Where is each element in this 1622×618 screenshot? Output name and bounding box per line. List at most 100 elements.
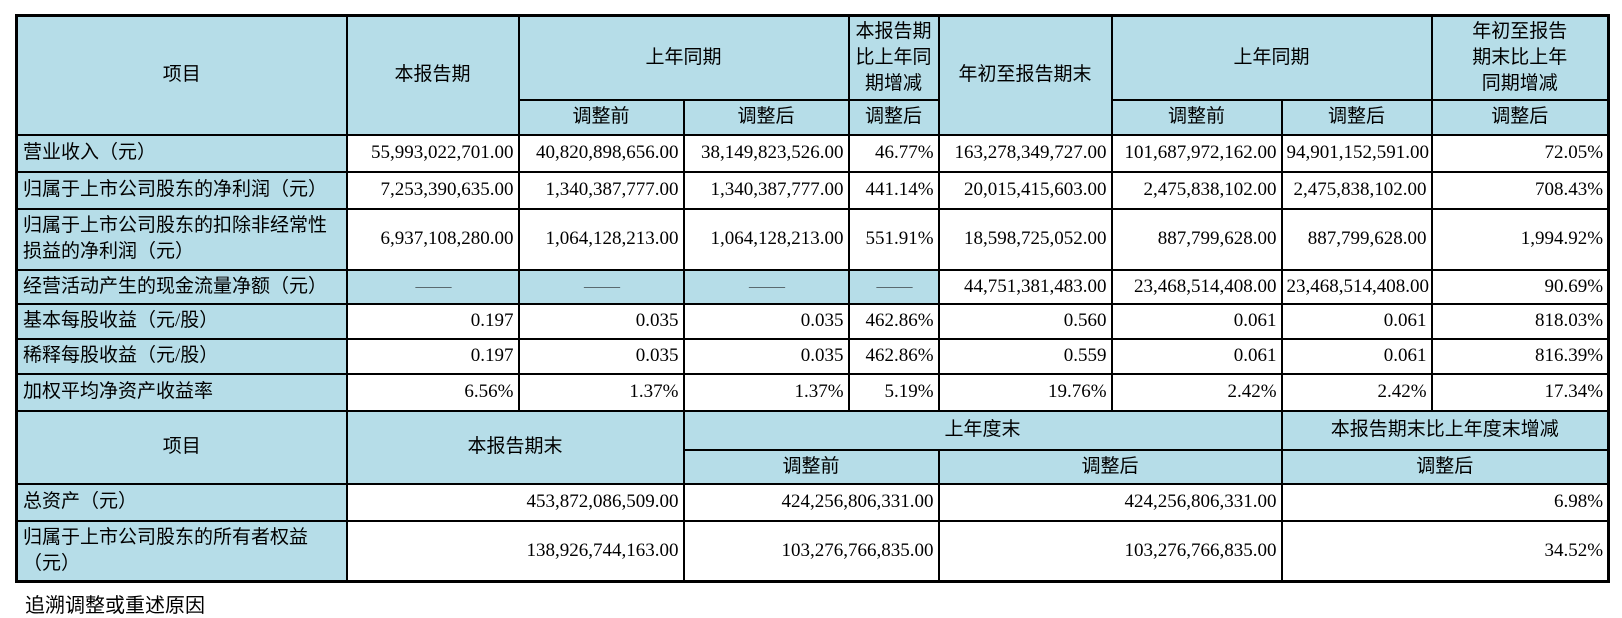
table-cell: 0.197 xyxy=(345,302,520,340)
row-label: 归属于上市公司股东的扣除非经常性损益的净利润（元） xyxy=(15,207,348,271)
table-cell: 72.05% xyxy=(1430,133,1610,173)
table-row-basic-eps: 基本每股收益（元/股） 0.197 0.035 0.035 462.86% 0.… xyxy=(15,302,1610,340)
table-cell: 23,468,514,408.00 xyxy=(1110,268,1283,305)
table-cell-dash: —— xyxy=(847,268,940,305)
table-cell: 1,064,128,213.00 xyxy=(682,207,850,271)
table-cell: 1,994.92% xyxy=(1430,207,1610,271)
table-cell: 20,015,415,603.00 xyxy=(937,170,1113,210)
table-cell: 18,598,725,052.00 xyxy=(937,207,1113,271)
table-cell: 424,256,806,331.00 xyxy=(682,482,940,522)
header-ytd-vs-prior: 年初至报告 期末比上年 同期增减 xyxy=(1430,14,1610,101)
table-cell: 0.061 xyxy=(1110,302,1283,340)
table-cell: 453,872,086,509.00 xyxy=(345,482,685,522)
subheader-post-adjust: 调整后 xyxy=(847,98,940,136)
table-row-total-assets: 总资产（元） 453,872,086,509.00 424,256,806,33… xyxy=(15,482,1610,522)
header-ytd: 年初至报告期末 xyxy=(937,14,1113,136)
table-cell: 2,475,838,102.00 xyxy=(1110,170,1283,210)
table-cell: 7,253,390,635.00 xyxy=(345,170,520,210)
row-label: 归属于上市公司股东的净利润（元） xyxy=(15,170,348,210)
table-cell: 1.37% xyxy=(517,372,685,412)
subheader-post-adjust: 调整后 xyxy=(1280,98,1433,136)
header2-period-end: 本报告期末 xyxy=(345,409,685,485)
table-row-revenue: 营业收入（元） 55,993,022,701.00 40,820,898,656… xyxy=(15,133,1610,173)
table-cell: 1.37% xyxy=(682,372,850,412)
table-cell: 23,468,514,408.00 xyxy=(1280,268,1433,305)
subheader-post-adjust: 调整后 xyxy=(682,98,850,136)
table-cell: 462.86% xyxy=(847,302,940,340)
subheader-pre-adjust: 调整前 xyxy=(682,448,940,485)
table-cell: 887,799,628.00 xyxy=(1280,207,1433,271)
table-cell: 2.42% xyxy=(1110,372,1283,412)
table-cell: 0.061 xyxy=(1280,337,1433,375)
row-label: 加权平均净资产收益率 xyxy=(15,372,348,412)
table-cell: 0.035 xyxy=(517,302,685,340)
table-cell-dash: —— xyxy=(345,268,520,305)
table-cell: 46.77% xyxy=(847,133,940,173)
header2-end-vs-prior: 本报告期末比上年度末增减 xyxy=(1280,409,1610,451)
table-cell: 1,340,387,777.00 xyxy=(517,170,685,210)
table-cell: 34.52% xyxy=(1280,519,1610,583)
table-cell: 0.197 xyxy=(345,337,520,375)
table-cell: 40,820,898,656.00 xyxy=(517,133,685,173)
table-row-diluted-eps: 稀释每股收益（元/股） 0.197 0.035 0.035 462.86% 0.… xyxy=(15,337,1610,375)
table-cell: 462.86% xyxy=(847,337,940,375)
subheader-pre-adjust: 调整前 xyxy=(1110,98,1283,136)
table2-subheader-row: 调整前 调整后 调整后 xyxy=(17,448,1610,485)
table-cell: 441.14% xyxy=(847,170,940,210)
table-cell: 0.560 xyxy=(937,302,1113,340)
row-label: 基本每股收益（元/股） xyxy=(15,302,348,340)
table-cell: 6.98% xyxy=(1280,482,1610,522)
table-cell: 6.56% xyxy=(345,372,520,412)
footer-note: 追溯调整或重述原因 xyxy=(25,595,205,617)
table-cell: 101,687,972,162.00 xyxy=(1110,133,1283,173)
table-cell: 1,340,387,777.00 xyxy=(682,170,850,210)
row-label: 总资产（元） xyxy=(15,482,348,522)
financial-summary-table: 项目 本报告期 上年同期 本报告期 比上年同 期增减 年初至报告期末 上年同期 … xyxy=(15,14,1611,583)
table-cell: 55,993,022,701.00 xyxy=(345,133,520,173)
header-current-period: 本报告期 xyxy=(345,14,520,136)
header2-item: 项目 xyxy=(15,409,348,485)
table-cell: 163,278,349,727.00 xyxy=(937,133,1113,173)
row-label: 稀释每股收益（元/股） xyxy=(15,337,348,375)
table-row-owners-equity: 归属于上市公司股东的所有者权益（元） 138,926,744,163.00 10… xyxy=(15,519,1610,583)
table-cell: 5.19% xyxy=(847,372,940,412)
table-cell: 17.34% xyxy=(1430,372,1610,412)
table-subheader-row: 调整前 调整后 调整后 调整前 调整后 调整后 xyxy=(17,98,1610,136)
table-cell: 708.43% xyxy=(1430,170,1610,210)
table-cell: 0.035 xyxy=(682,337,850,375)
table-cell: 0.559 xyxy=(937,337,1113,375)
table-cell: 1,064,128,213.00 xyxy=(517,207,685,271)
table-cell: 2.42% xyxy=(1280,372,1433,412)
table-row-net-profit: 归属于上市公司股东的净利润（元） 7,253,390,635.00 1,340,… xyxy=(15,170,1610,210)
subheader-post-adjust: 调整后 xyxy=(1280,448,1610,485)
table-cell-dash: —— xyxy=(682,268,850,305)
table-cell: 103,276,766,835.00 xyxy=(937,519,1283,583)
table-header-row: 项目 本报告期 上年同期 本报告期 比上年同 期增减 年初至报告期末 上年同期 … xyxy=(15,14,1610,136)
subheader-pre-adjust: 调整前 xyxy=(517,98,685,136)
table-cell: 0.061 xyxy=(1110,337,1283,375)
subheader-post-adjust: 调整后 xyxy=(1430,98,1610,136)
table-cell: 38,149,823,526.00 xyxy=(682,133,850,173)
header-prior-period: 上年同期 xyxy=(517,14,850,101)
table-cell: 44,751,381,483.00 xyxy=(937,268,1113,305)
table-cell: 19.76% xyxy=(937,372,1113,412)
table-cell: 551.91% xyxy=(847,207,940,271)
table-cell: 424,256,806,331.00 xyxy=(937,482,1283,522)
table-cell: 2,475,838,102.00 xyxy=(1280,170,1433,210)
table-row-operating-cash-flow: 经营活动产生的现金流量净额（元） —— —— —— —— 44,751,381,… xyxy=(15,268,1610,305)
table-cell: 6,937,108,280.00 xyxy=(345,207,520,271)
table-cell-dash: —— xyxy=(517,268,685,305)
subheader-post-adjust: 调整后 xyxy=(937,448,1283,485)
table-cell: 0.035 xyxy=(682,302,850,340)
table-row-net-profit-excl-nonrecurring: 归属于上市公司股东的扣除非经常性损益的净利润（元） 6,937,108,280.… xyxy=(15,207,1610,271)
row-label: 归属于上市公司股东的所有者权益（元） xyxy=(15,519,348,583)
table-cell: 0.061 xyxy=(1280,302,1433,340)
table-cell: 138,926,744,163.00 xyxy=(345,519,685,583)
header2-prior-year-end: 上年度末 xyxy=(682,409,1283,451)
row-label: 营业收入（元） xyxy=(15,133,348,173)
header-item: 项目 xyxy=(15,14,348,136)
header-prior-ytd: 上年同期 xyxy=(1110,14,1433,101)
table-row-weighted-avg-roe: 加权平均净资产收益率 6.56% 1.37% 1.37% 5.19% 19.76… xyxy=(15,372,1610,412)
table2-header-row: 项目 本报告期末 上年度末 本报告期末比上年度末增减 xyxy=(15,409,1610,485)
row-label: 经营活动产生的现金流量净额（元） xyxy=(15,268,348,305)
